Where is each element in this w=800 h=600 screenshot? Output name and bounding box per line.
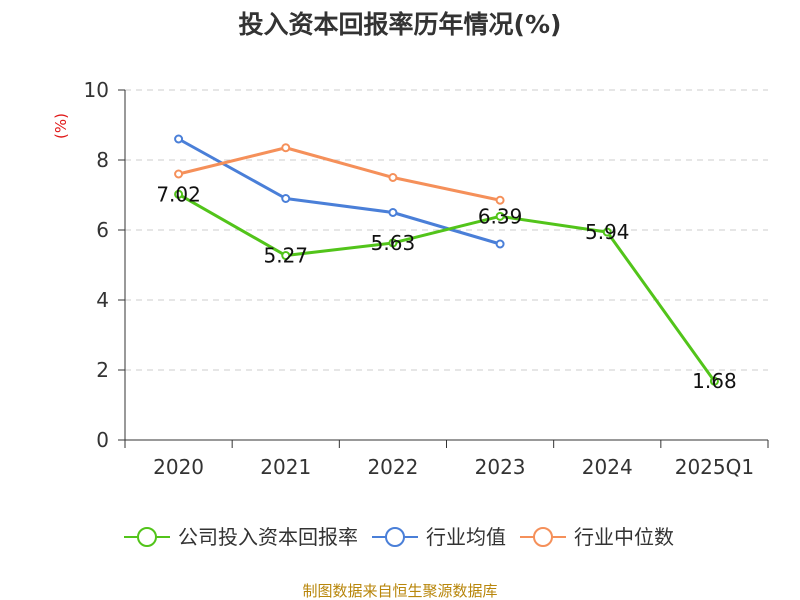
x-tick-label: 2020 <box>153 455 204 479</box>
legend-marker-icon <box>533 527 553 547</box>
data-label: 7.02 <box>156 182 201 206</box>
y-tick-label: 6 <box>96 218 109 242</box>
legend-label: 行业中位数 <box>574 525 674 549</box>
chart-title: 投入资本回报率历年情况(%) <box>239 10 562 39</box>
data-point-series2-2 <box>388 173 398 182</box>
x-tick-label: 2022 <box>367 455 418 479</box>
data-point-series2-0 <box>174 169 184 179</box>
y-tick-label: 2 <box>96 358 109 382</box>
legend-marker-icon <box>137 527 157 547</box>
axes: 0 2 4 6 8 10 2020 2021 2022 2023 2024 2025Q1 <box>84 78 769 479</box>
data-point-series0-1 <box>281 251 291 261</box>
y-tick-label: 8 <box>96 148 109 172</box>
data-point-series0-4 <box>602 227 612 237</box>
y-axis-unit-label: (%) <box>52 113 70 139</box>
y-tick-label: 10 <box>84 78 109 102</box>
data-point-series0-3 <box>495 211 505 221</box>
x-tick-label: 2023 <box>475 455 526 479</box>
source-note: 制图数据来自恒生聚源数据库 <box>302 582 497 600</box>
data-point-series0-2 <box>388 238 398 248</box>
data-point-series2-3 <box>495 195 505 205</box>
x-tick-label: 2024 <box>582 455 633 479</box>
legend-marker-icon <box>385 527 405 547</box>
data-label: 5.27 <box>263 244 308 268</box>
legend-item-2[interactable]: 行业中位数 <box>520 525 674 549</box>
legend-label: 公司投入资本回报率 <box>178 525 358 549</box>
data-point-series1-0 <box>174 134 184 144</box>
data-point-series1-3 <box>495 239 505 249</box>
series-lines <box>174 134 719 386</box>
legend-item-0[interactable]: 公司投入资本回报率 <box>124 525 358 549</box>
y-tick-label: 0 <box>96 428 109 452</box>
y-tick-label: 4 <box>96 288 109 312</box>
legend-label: 行业均值 <box>426 525 506 549</box>
data-point-series2-1 <box>281 143 291 153</box>
data-label: 5.63 <box>371 231 416 255</box>
legend-item-1[interactable]: 行业均值 <box>372 525 506 549</box>
data-label: 6.39 <box>478 204 523 228</box>
series-line-2 <box>178 146 501 202</box>
data-label: 1.68 <box>692 369 737 393</box>
data-point-series1-1 <box>281 194 291 203</box>
data-label: 5.94 <box>585 220 630 244</box>
data-point-series1-2 <box>388 208 398 217</box>
data-labels: 7.02 5.27 5.63 6.39 5.94 1.68 <box>156 182 736 393</box>
data-point-series0-5 <box>709 376 719 386</box>
legend[interactable]: 公司投入资本回报率 行业均值 行业中位数 <box>124 525 674 549</box>
x-tick-label: 2025Q1 <box>675 455 754 479</box>
series-line-0 <box>177 192 716 383</box>
data-point-series0-0 <box>174 189 184 199</box>
x-tick-label: 2021 <box>260 455 311 479</box>
